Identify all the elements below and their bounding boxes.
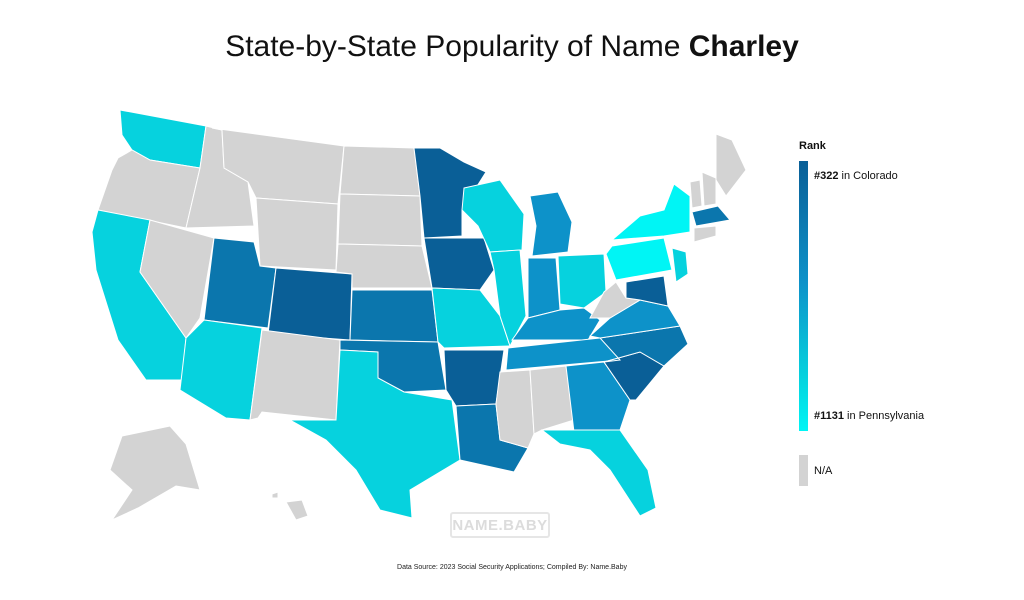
state-AK <box>109 425 201 522</box>
state-NM <box>249 329 341 421</box>
state-CO <box>267 267 353 341</box>
chart-title: State-by-State Popularity of Name Charle… <box>0 30 1024 64</box>
state-TX <box>288 349 461 519</box>
state-FL <box>540 429 657 517</box>
state-NC <box>599 325 689 367</box>
state-NJ <box>671 247 689 283</box>
state-MD <box>625 275 669 307</box>
state-ME <box>715 133 747 197</box>
state-MA <box>691 205 731 227</box>
name-baby-logo: NAME.BABY <box>450 512 550 538</box>
state-NV <box>139 219 215 339</box>
state-AR <box>443 349 505 407</box>
state-NY <box>610 183 691 241</box>
state-IL <box>489 249 527 348</box>
state-AZ <box>179 319 263 421</box>
state-VT <box>689 179 703 209</box>
data-source-note: Data Source: 2023 Social Security Applic… <box>397 564 627 571</box>
state-GA <box>565 361 631 433</box>
state-NE <box>335 243 433 289</box>
state-IN <box>527 257 561 319</box>
state-NH <box>701 171 717 207</box>
state-PA <box>605 237 673 281</box>
state-ND <box>339 145 421 197</box>
state-IA <box>423 237 495 291</box>
state-AL <box>529 365 575 435</box>
state-MS <box>495 369 535 449</box>
state-OH <box>557 253 607 309</box>
title-name: Charley <box>688 30 799 63</box>
state-WY <box>255 197 339 271</box>
state-CT <box>693 225 717 243</box>
state-MI <box>529 191 573 257</box>
state-SD <box>337 193 423 247</box>
state-HI <box>271 491 309 521</box>
state-KS <box>349 289 439 343</box>
title-prefix: State-by-State Popularity of Name <box>225 30 689 63</box>
